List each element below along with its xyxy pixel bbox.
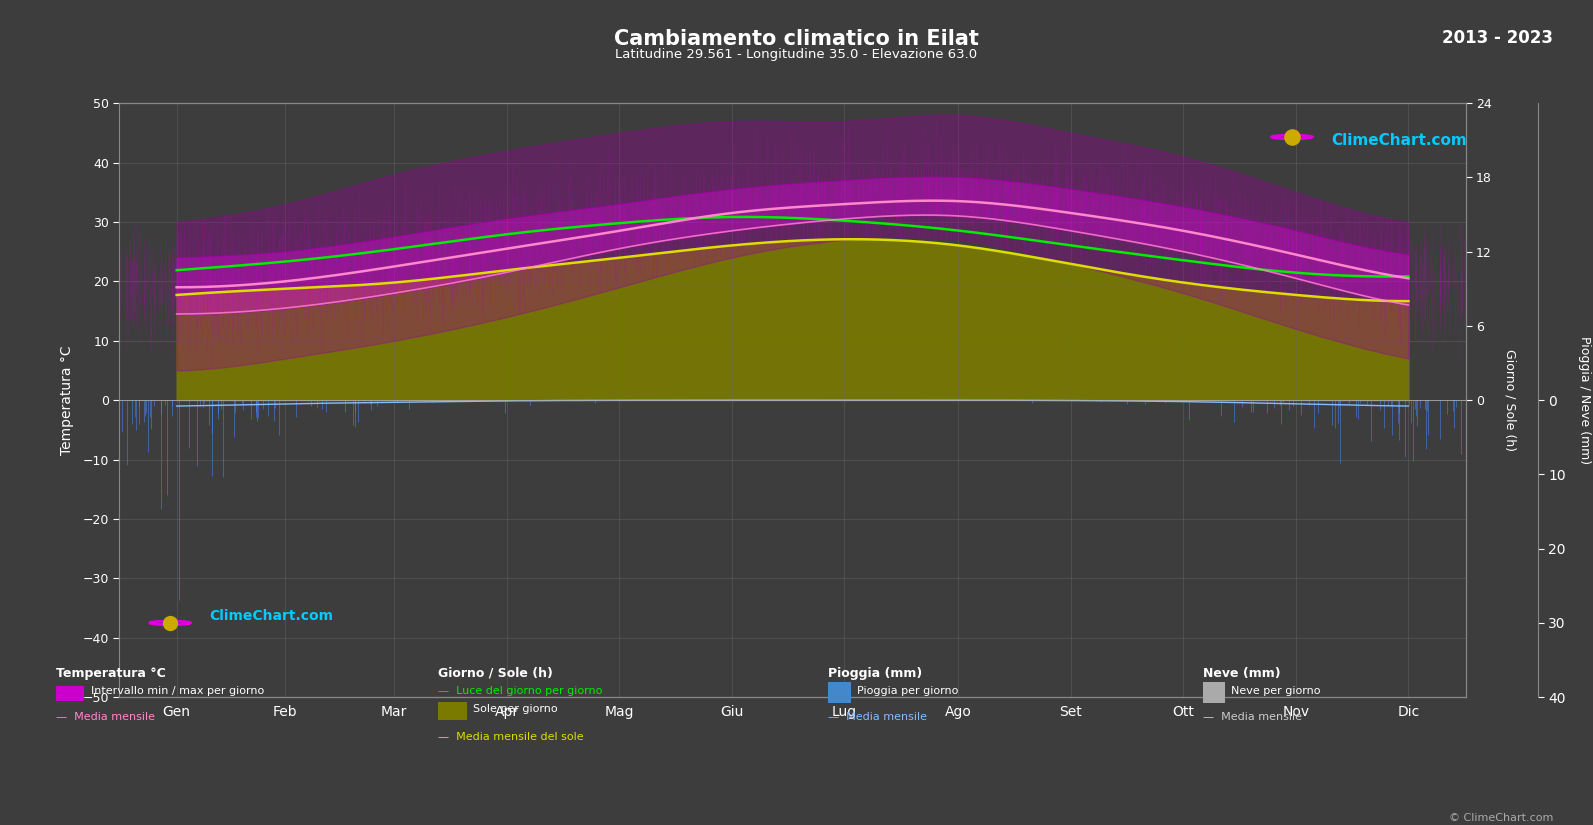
Text: Temperatura °C: Temperatura °C bbox=[56, 667, 166, 680]
Text: Pioggia (mm): Pioggia (mm) bbox=[828, 667, 922, 680]
Y-axis label: Pioggia / Neve (mm): Pioggia / Neve (mm) bbox=[1577, 336, 1591, 464]
Text: —  Media mensile: — Media mensile bbox=[56, 712, 155, 722]
Text: Neve (mm): Neve (mm) bbox=[1203, 667, 1281, 680]
Y-axis label: Giorno / Sole (h): Giorno / Sole (h) bbox=[1504, 349, 1517, 451]
Text: Neve per giorno: Neve per giorno bbox=[1231, 686, 1321, 695]
Text: Giorno / Sole (h): Giorno / Sole (h) bbox=[438, 667, 553, 680]
Text: ClimeChart.com: ClimeChart.com bbox=[209, 609, 333, 623]
Text: Pioggia per giorno: Pioggia per giorno bbox=[857, 686, 959, 695]
Text: —  Media mensile: — Media mensile bbox=[1203, 712, 1301, 722]
Point bbox=[158, 616, 183, 629]
Text: 2013 - 2023: 2013 - 2023 bbox=[1442, 29, 1553, 47]
Text: Sole per giorno: Sole per giorno bbox=[473, 704, 558, 714]
Text: ClimeChart.com: ClimeChart.com bbox=[1332, 133, 1467, 148]
Text: © ClimeChart.com: © ClimeChart.com bbox=[1448, 813, 1553, 823]
Point bbox=[1279, 130, 1305, 144]
Text: Cambiamento climatico in Eilat: Cambiamento climatico in Eilat bbox=[613, 29, 980, 49]
Y-axis label: Temperatura °C: Temperatura °C bbox=[61, 346, 75, 455]
Text: —  Media mensile: — Media mensile bbox=[828, 712, 927, 722]
Text: —  Media mensile del sole: — Media mensile del sole bbox=[438, 732, 583, 742]
Text: Intervallo min / max per giorno: Intervallo min / max per giorno bbox=[91, 686, 264, 695]
Text: —  Luce del giorno per giorno: — Luce del giorno per giorno bbox=[438, 686, 602, 695]
Text: Latitudine 29.561 - Longitudine 35.0 - Elevazione 63.0: Latitudine 29.561 - Longitudine 35.0 - E… bbox=[615, 48, 978, 61]
